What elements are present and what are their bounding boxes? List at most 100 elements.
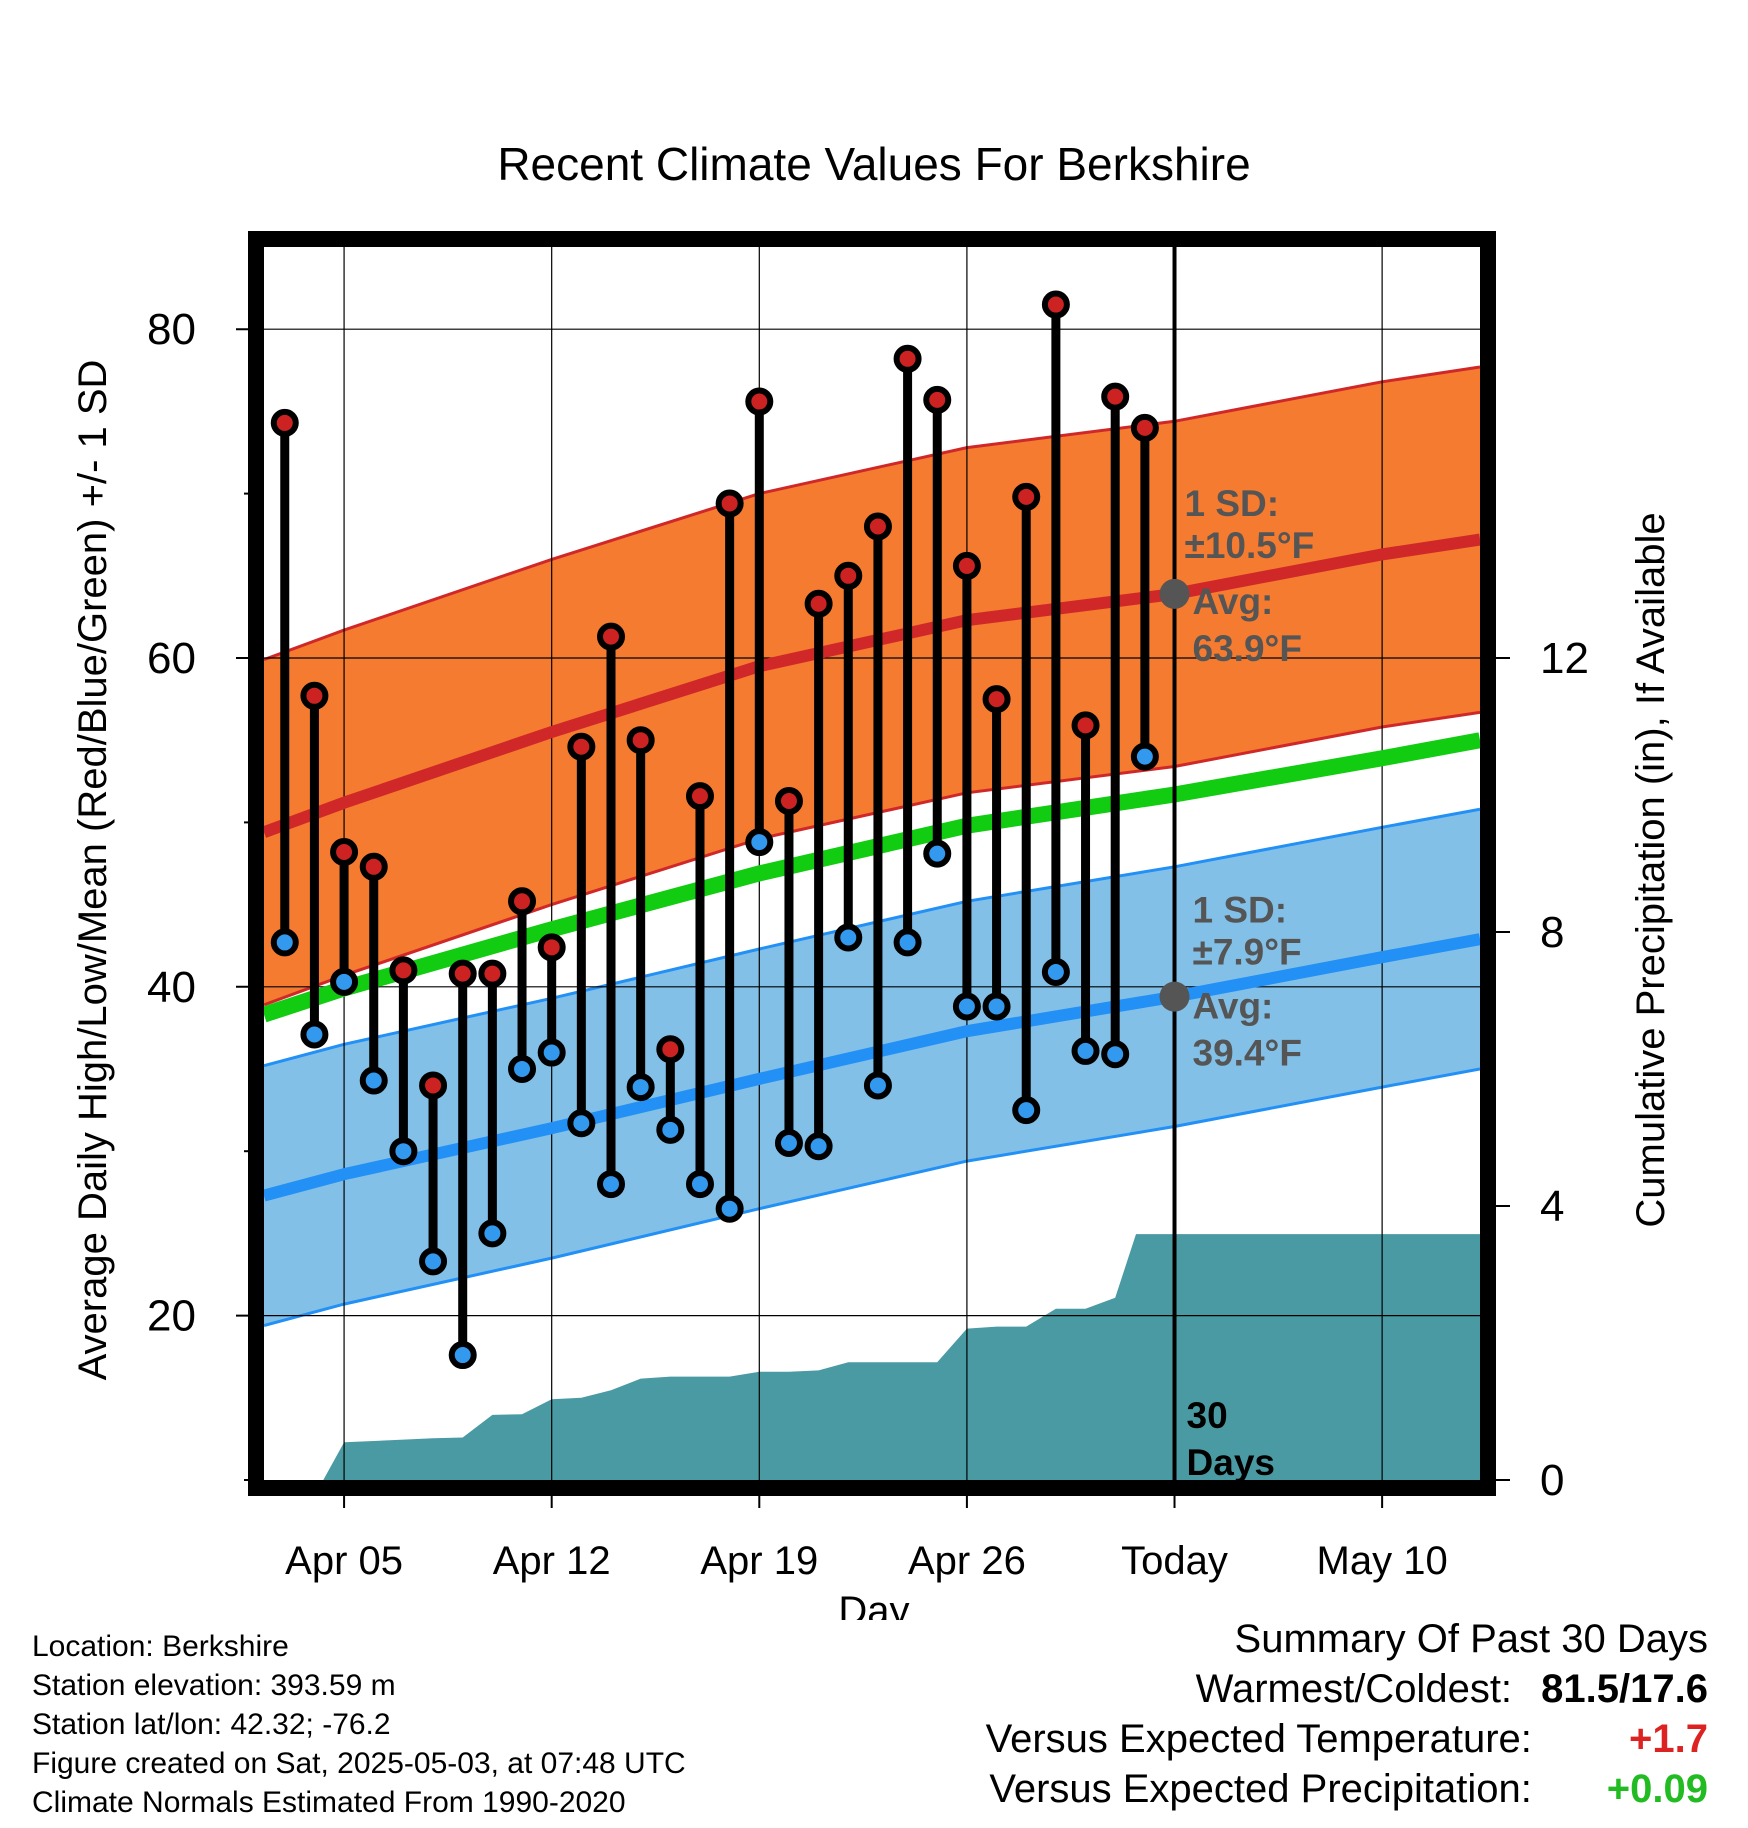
elevation-text: Station elevation: 393.59 m bbox=[32, 1669, 396, 1702]
low-temp-point bbox=[893, 928, 922, 957]
high-temp-point bbox=[419, 1071, 448, 1100]
plot-frame bbox=[248, 231, 1496, 1496]
high-temp-point bbox=[270, 408, 299, 437]
low-temp-point bbox=[715, 1194, 744, 1223]
high-temp-point bbox=[478, 959, 507, 988]
low-band-lower-edge bbox=[264, 1067, 1480, 1327]
low-avg-annotation: Avg: 39.4°F bbox=[1193, 986, 1302, 1074]
low-temp-point bbox=[952, 992, 981, 1021]
low-temp-point bbox=[685, 1170, 714, 1199]
low-temp-point bbox=[419, 1247, 448, 1276]
low-band-upper-edge bbox=[264, 807, 1480, 1068]
today-days-label: 30 Days bbox=[1187, 1395, 1275, 1483]
high-temp-point bbox=[1071, 711, 1100, 740]
y-tick-label: 80 bbox=[147, 305, 196, 354]
warmest-coldest-label: Warmest/Coldest: bbox=[1195, 1667, 1513, 1711]
low-temp-point bbox=[774, 1128, 803, 1157]
high-temp-point bbox=[537, 933, 566, 962]
low-temp-point bbox=[330, 967, 359, 996]
low-temp-point bbox=[982, 992, 1011, 1021]
y-tick-label: 40 bbox=[147, 963, 196, 1012]
climate-chart: Recent Climate Values For Berkshire 2040… bbox=[71, 138, 1673, 1620]
low-temp-point bbox=[626, 1073, 655, 1102]
today-low-avg-marker bbox=[1159, 981, 1190, 1012]
high-temp-point bbox=[1012, 482, 1041, 511]
summary-panel: Summary Of Past 30 Days Warmest/Coldest:… bbox=[986, 1614, 1708, 1814]
low-temp-point bbox=[656, 1115, 685, 1144]
normals-text: Climate Normals Estimated From 1990-2020 bbox=[32, 1786, 626, 1819]
low-temp-point bbox=[359, 1066, 388, 1095]
low-temp-point bbox=[508, 1055, 537, 1083]
station-info: Location: Berkshire Station elevation: 3… bbox=[32, 1627, 686, 1822]
today-high-avg-marker bbox=[1159, 578, 1190, 609]
low-temp-point bbox=[300, 1020, 329, 1049]
y2-tick-label: 12 bbox=[1540, 634, 1589, 683]
low-temp-point bbox=[270, 928, 299, 957]
high-temp-point bbox=[952, 551, 981, 580]
high-band-upper-edge bbox=[264, 365, 1480, 662]
low-temp-point bbox=[537, 1038, 566, 1067]
low-temp-point bbox=[389, 1137, 418, 1166]
low-temp-point bbox=[1130, 742, 1159, 771]
y-axis-label: Average Daily High/Low/Mean (Red/Blue/Gr… bbox=[71, 360, 115, 1381]
low-sd-annotation: 1 SD: ±7.9°F bbox=[1193, 890, 1302, 973]
y2-tick-label: 8 bbox=[1540, 908, 1564, 957]
x-tick-label: Today bbox=[1121, 1539, 1228, 1583]
high-temp-point bbox=[982, 685, 1011, 714]
low-temp-point bbox=[567, 1109, 596, 1138]
low-temp-point bbox=[597, 1170, 626, 1199]
high-temp-point bbox=[1101, 382, 1130, 411]
high-temp-point bbox=[448, 959, 477, 988]
precip-departure-row: Versus Expected Precipitation: +0.09 bbox=[986, 1764, 1708, 1814]
high-temp-point bbox=[923, 385, 952, 414]
high-temp-point bbox=[330, 837, 359, 866]
precip-departure-label: Versus Expected Precipitation: bbox=[989, 1767, 1532, 1811]
low-temp-point bbox=[1012, 1096, 1041, 1125]
x-axis-label: Day bbox=[838, 1589, 909, 1620]
high-normal-line bbox=[264, 533, 1480, 838]
warmest-coldest-value: 81.5/17.6 bbox=[1541, 1667, 1708, 1711]
high-temp-point bbox=[567, 732, 596, 761]
chart-title: Recent Climate Values For Berkshire bbox=[497, 138, 1250, 190]
mean-normal-line bbox=[264, 732, 1480, 1023]
high-temp-point bbox=[893, 344, 922, 373]
x-tick-label: Apr 05 bbox=[285, 1539, 403, 1583]
high-sd-annotation: 1 SD: ±10.5°F bbox=[1185, 483, 1315, 566]
temp-departure-value: +1.7 bbox=[1629, 1717, 1708, 1761]
latlon-text: Station lat/lon: 42.32; -76.2 bbox=[32, 1708, 391, 1741]
location-text: Location: Berkshire bbox=[32, 1630, 289, 1663]
high-temp-point bbox=[508, 887, 537, 916]
high-avg-annotation: Avg: 63.9°F bbox=[1193, 581, 1302, 669]
x-tick-label: Apr 26 bbox=[908, 1539, 1026, 1583]
temp-departure-label: Versus Expected Temperature: bbox=[985, 1717, 1532, 1761]
x-tick-label: Apr 19 bbox=[700, 1539, 818, 1583]
low-temp-point bbox=[1071, 1036, 1100, 1065]
low-temp-point bbox=[804, 1132, 833, 1161]
high-temp-point bbox=[389, 956, 418, 985]
y-tick-label: 60 bbox=[147, 634, 196, 683]
low-temp-point bbox=[1041, 958, 1070, 987]
high-temp-point bbox=[685, 782, 714, 811]
high-temp-point bbox=[863, 512, 892, 541]
high-temp-point bbox=[804, 589, 833, 618]
y2-axis-label: Cumulative Precipitation (in), If Availa… bbox=[1629, 512, 1673, 1227]
high-temp-point bbox=[597, 622, 626, 651]
high-temp-point bbox=[1130, 413, 1159, 442]
high-temp-point bbox=[834, 561, 863, 590]
x-tick-label: May 10 bbox=[1317, 1539, 1448, 1583]
high-temp-point bbox=[774, 787, 803, 816]
precipitation-area bbox=[323, 1234, 1480, 1480]
low-temp-point bbox=[745, 828, 774, 857]
y2-tick-label: 0 bbox=[1540, 1456, 1564, 1505]
low-temp-point bbox=[863, 1071, 892, 1100]
high-temp-point bbox=[656, 1035, 685, 1064]
low-temp-point bbox=[448, 1341, 477, 1370]
high-temp-point bbox=[715, 489, 744, 518]
high-temp-point bbox=[300, 681, 329, 710]
summary-heading: Summary Of Past 30 Days bbox=[1234, 1617, 1708, 1661]
high-temp-point bbox=[1041, 290, 1070, 319]
low-temp-point bbox=[834, 923, 863, 952]
temp-departure-row: Versus Expected Temperature: +1.7 bbox=[986, 1714, 1708, 1764]
low-temp-point bbox=[478, 1219, 507, 1248]
high-temp-point bbox=[745, 387, 774, 416]
